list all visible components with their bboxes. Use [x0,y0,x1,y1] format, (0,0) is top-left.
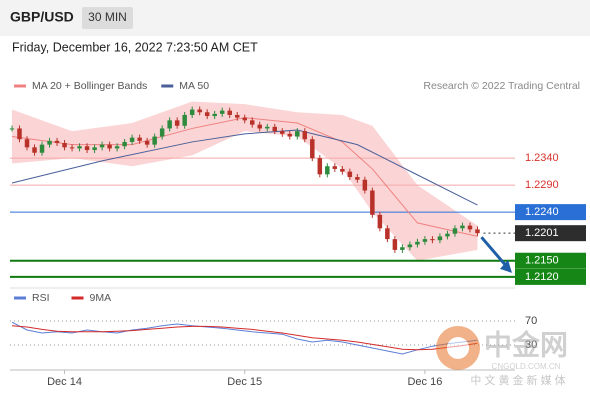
rsi-line [11,325,478,351]
candle-body [189,109,195,115]
legend-label: 9MA [90,292,112,304]
watermark-slogan: 中 文 黄 金 新 媒 体 [470,373,565,387]
x-tick-label: Dec 15 [227,376,262,388]
candle-body [370,190,375,215]
candle-body [437,236,443,241]
source: Research © 2022 Trading Central [423,80,580,92]
candle-body [114,146,120,149]
level-label: 1.2290 [525,179,559,191]
candle-body [310,139,315,159]
candle-body [467,225,473,230]
candle-body [340,168,345,172]
legend-label: MA 50 [179,80,209,92]
projection-arrowhead [500,259,512,273]
candle-body [249,120,255,125]
level-badge [515,252,586,269]
candle-body [392,239,398,250]
candle-body [227,110,232,115]
candle-body [24,139,30,148]
candle-body [242,117,247,121]
legend-label: MA 20 + Bollinger Bands [32,80,147,92]
moving-average [11,129,478,206]
candle-body [144,140,150,145]
candle-body [257,124,262,129]
candle-body [107,144,112,149]
candle-body [182,114,187,126]
candle-body [475,229,480,234]
x-tick-label: Dec 16 [407,376,442,388]
level-badge [515,268,586,285]
candle-body [54,140,60,144]
candle-body [212,113,217,117]
candle-body [317,158,323,175]
candle-body [347,171,353,178]
candle-body [9,128,15,130]
candle-body [219,110,225,114]
candle-body [325,166,330,175]
rsi-tick-label: 70 [525,315,537,327]
candle-body [167,120,172,129]
symbol: GBP/USD [10,9,74,25]
watermark-site: CNGOLD.COM.CN [492,362,561,371]
level-label: 1.2201 [525,227,559,239]
candle-body [137,137,142,141]
candle-body [280,131,285,134]
candle-body [122,141,127,147]
date: Friday, December 16, 2022 7:23:50 AM CET [12,40,258,54]
candle-body [377,214,383,229]
candle-body [62,143,67,148]
candle-body [77,146,82,149]
candle-body [204,112,210,117]
candle-body [129,137,135,142]
legend-label: RSI [32,292,50,304]
watermark: 中金网 CNGOLD.COM.CN 中 文 黄 金 新 媒 体 [436,326,568,387]
level-badge [515,204,586,221]
candle-body [430,239,435,241]
candle-body [272,126,278,132]
projection-arrow [480,236,509,268]
candle-body [69,147,75,149]
level-label: 1.2240 [525,206,559,218]
candle-body [84,146,90,151]
x-tick-label: Dec 14 [47,376,82,388]
candle-body [407,244,413,248]
rsi-line [11,321,478,355]
candle-body [265,126,270,129]
candle-body [445,233,450,237]
candle-body [287,133,293,137]
candle-body [17,128,22,140]
candle-body [302,131,308,140]
candle-body [385,228,390,240]
candle-body [400,247,405,250]
candle-body [332,166,338,169]
candle-body [295,131,300,137]
candle-body [355,177,360,180]
candle-body [47,140,52,145]
candle-body [460,225,465,229]
candle-body [152,136,157,145]
candle-body [32,147,37,153]
candle-body [197,109,202,113]
rsi-tick-label: 30 [525,339,537,351]
candle-body [159,128,165,137]
candle-body [234,114,240,118]
interval-badge [82,7,133,29]
interval: 30 MIN [88,10,127,24]
level-label: 1.2340 [525,152,559,164]
candle-body [422,239,428,242]
level-label: 1.2150 [525,255,559,267]
watermark-brand: 中金网 [484,328,568,360]
candle-body [362,179,368,191]
candle-body [39,144,45,153]
level-badge [515,225,586,242]
bollinger-band [12,101,478,261]
watermark-logo-inner [447,337,469,359]
candle-body [452,228,458,234]
level-label: 1.2120 [525,271,559,283]
candle-body [415,241,420,245]
candle-body [99,144,105,148]
candle-body [174,120,180,126]
candle-body [92,147,97,151]
